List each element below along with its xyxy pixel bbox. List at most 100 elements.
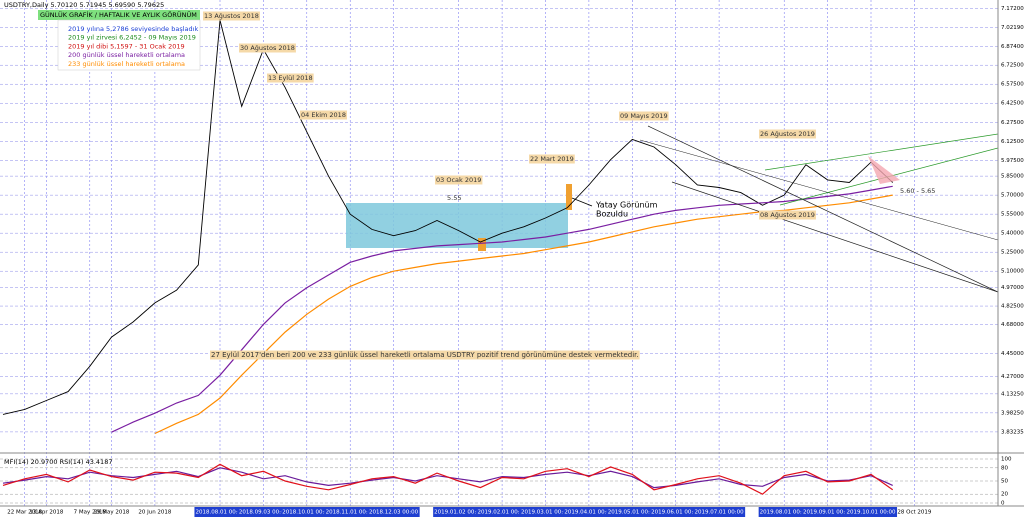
y-tick-label: 6.72500 <box>1001 63 1024 69</box>
annotation: 13 Eylül 2018 <box>268 74 313 82</box>
x-tick-bg <box>194 507 247 517</box>
y-tick-label: 20 <box>1001 492 1008 498</box>
series-line <box>2 463 894 495</box>
annotation: 13 Ağustos 2018 <box>204 12 259 20</box>
x-tick-bg <box>802 507 854 517</box>
y-tick-label: 4.82500 <box>1001 304 1024 310</box>
x-tick-label: 2018.08.01 00:00 <box>195 510 245 516</box>
x-tick-bg <box>324 507 377 517</box>
y-tick-label: 5.40000 <box>1001 231 1024 237</box>
y-tick-label: 7.02190 <box>1001 25 1024 31</box>
highlight <box>478 238 486 251</box>
y-tick-label: 5.70000 <box>1001 193 1024 199</box>
series-line <box>2 20 894 415</box>
box-title-bg <box>38 10 200 20</box>
series-line <box>111 185 893 433</box>
header: USDTRY,Daily 5.70120 5.71945 5.69590 5.7… <box>4 1 164 9</box>
y-tick-label: 80 <box>1001 465 1008 471</box>
y-tick-label: 5.55000 <box>1001 212 1024 218</box>
x-tick-label: 2018.10.01 00:00 <box>282 510 332 516</box>
x-tick-bg <box>433 507 485 517</box>
legend-entry: 233 günlük üssel hareketli ortalama <box>68 60 185 68</box>
footnote: 27 Eylül 2017'den beri 200 ve 233 günlük… <box>211 351 639 359</box>
trend-lines <box>571 125 998 293</box>
note: 2019 yıl dibi 5,1597 - 31 Ocak 2019 <box>68 42 185 50</box>
range-box <box>346 203 568 248</box>
note: 2019 yılına 5,2786 seviyesinde başladık <box>68 25 198 33</box>
annotation: 22 Mart 2019 <box>530 155 574 163</box>
annotation: 04 Ekim 2018 <box>301 111 346 119</box>
y-tick-label: 6.87400 <box>1001 44 1024 50</box>
x-tick-label: 29 May 2018 <box>94 510 130 516</box>
y-tick-label: 50 <box>1001 479 1008 485</box>
annotation-bg <box>759 210 816 220</box>
x-tick-label: 2019.04.01 00:00 <box>564 510 614 516</box>
annotations: 13 Ağustos 2018 30 Ağustos 2018 13 Eylül… <box>203 11 935 360</box>
x-tick-bg <box>519 507 572 517</box>
x-tick-bg <box>606 507 659 517</box>
x-tick-bg <box>758 507 811 517</box>
legend-box <box>57 19 201 71</box>
annotation: 09 Mayıs 2019 <box>620 112 668 120</box>
y-tick-label: 5.10000 <box>1001 269 1024 275</box>
x-tick-label: 2019.07.01 00:00 <box>695 510 745 516</box>
x-tick-label: 2019.01.02 00:00 <box>434 510 484 516</box>
grid <box>0 0 998 506</box>
annotation: Yatay Görünüm <box>595 201 658 210</box>
annotation-bg <box>759 129 816 139</box>
y-tick-label: 6.57500 <box>1001 82 1024 88</box>
annotation: 26 Ağustos 2019 <box>760 130 815 138</box>
annotation-bg <box>267 73 314 83</box>
x-tick-bg <box>281 507 333 517</box>
notes: 2019 yılına 5,2786 seviyesinde başladık 2… <box>68 25 198 68</box>
annotation-bg <box>239 43 296 53</box>
y-tick-label: 4.13250 <box>1001 391 1024 397</box>
x-tick-label: 13 Apr 2018 <box>29 510 64 516</box>
x-tick-label: 2019.05.01 00:00 <box>608 510 658 516</box>
x-tick-label: 2019.06.01 00:00 <box>651 510 701 516</box>
legend-entry: 200 günlük üssel hareketli ortalama <box>68 51 185 59</box>
box-title: GÜNLÜK GRAFİK / HAFTALIK VE AYLIK GÖRÜNÜ… <box>40 10 197 19</box>
x-tick-label: 2019.08.01 00:00 <box>760 510 810 516</box>
annotation-bg <box>300 110 347 120</box>
x-tick-bg <box>650 507 702 517</box>
x-tick-label: 2019.02.01 00:00 <box>478 510 528 516</box>
x-tick-label: 20 Jun 2018 <box>138 510 172 516</box>
y-tick-label: 5.25000 <box>1001 250 1024 256</box>
y-tick-label: 100 <box>1001 457 1012 463</box>
x-tick-label: 2018.12.03 00:00 <box>369 510 419 516</box>
x-tick-label: 28 Oct 2019 <box>897 510 932 516</box>
y-tick-label: 4.45000 <box>1001 351 1024 357</box>
annotation: 03 Ocak 2019 <box>436 176 481 184</box>
x-tick-bg <box>693 507 746 517</box>
y-tick-label: 0 <box>1001 501 1005 507</box>
annotation-bg <box>619 111 669 121</box>
y-tick-label: 6.27500 <box>1001 120 1024 126</box>
annotation: 08 Ağustos 2019 <box>760 211 815 219</box>
annotation-bg <box>435 175 483 185</box>
y-tick-label: 5.85000 <box>1001 174 1024 180</box>
x-tick-bg <box>563 507 615 517</box>
y-tick-label: 4.97000 <box>1001 285 1024 291</box>
annotation-bg <box>210 350 640 360</box>
x-tick-label: 2019.03.01 00:00 <box>521 510 571 516</box>
x-tick-bg <box>845 507 898 517</box>
y-tick-label: 4.68000 <box>1001 322 1024 328</box>
indicator-title: MFI(14) 20.9700 RSI(14) 43.4187 <box>4 458 112 466</box>
x-tick-bg <box>476 507 529 517</box>
annotation: 5.55 <box>447 194 461 202</box>
annotation-bg <box>203 11 260 21</box>
x-tick-label: 2019.10.01 00:00 <box>846 510 896 516</box>
y-tick-label: 6.42500 <box>1001 101 1024 107</box>
y-tick-label: 6.12500 <box>1001 139 1024 145</box>
y-tick-label: 3.98250 <box>1001 410 1024 416</box>
annotation-bg <box>529 154 575 164</box>
x-tick-label: 2018.09.03 00:00 <box>239 510 289 516</box>
annotation: Bozuldu <box>596 210 628 219</box>
highlight <box>566 184 572 210</box>
x-tick-bg <box>237 507 290 517</box>
y-tick-label: 4.27000 <box>1001 374 1024 380</box>
annotation: 30 Ağustos 2018 <box>240 44 295 52</box>
